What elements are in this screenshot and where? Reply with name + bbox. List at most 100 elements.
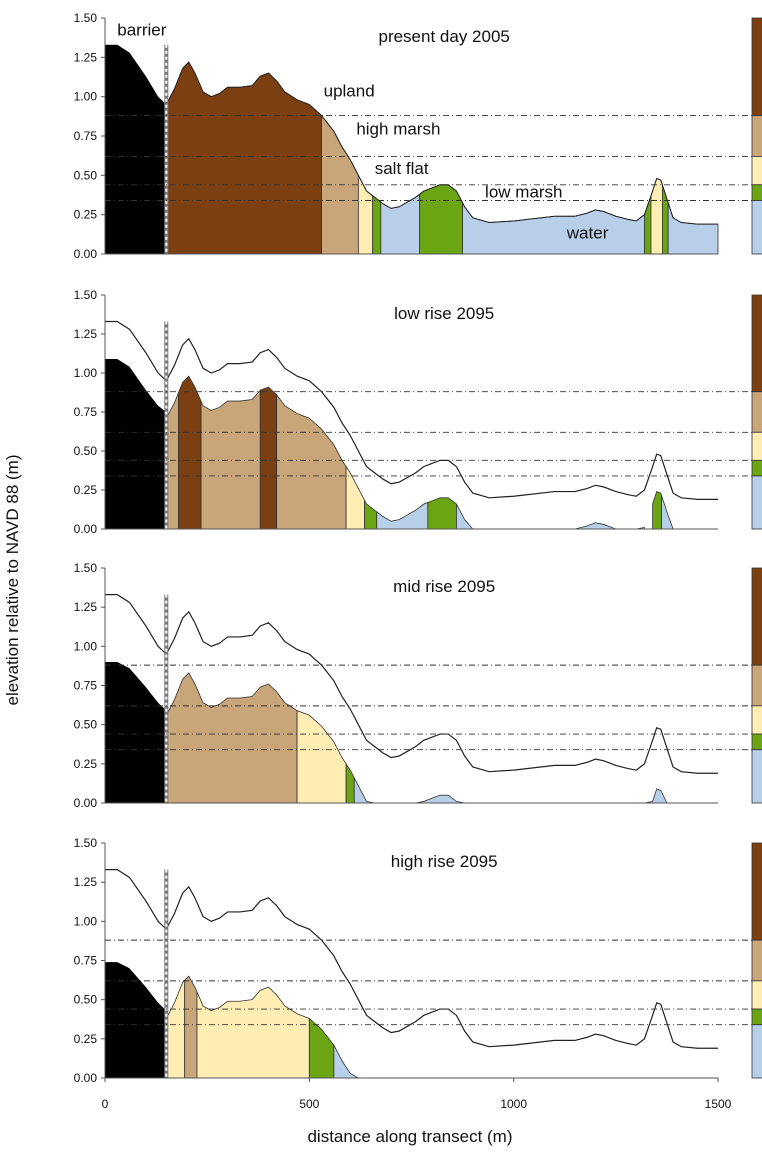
y-tick-label: 0.50	[74, 168, 98, 182]
panel-0: 0.00 0.25 0.50 0.75 1.00 1.25 1.50 present day …	[74, 11, 762, 261]
y-tick-label: 0.00	[74, 247, 98, 261]
legend-band-water	[751, 475, 762, 530]
y-tick-label: 1.25	[74, 875, 98, 889]
y-tick-label: 0.50	[74, 993, 98, 1007]
legend-band-water	[751, 200, 762, 255]
zone-water	[353, 777, 718, 804]
zone-upland	[178, 375, 202, 530]
zone-water	[661, 495, 718, 530]
x-tick-label: 1500	[705, 1097, 732, 1111]
y-tick-label: 1.25	[74, 327, 98, 341]
panel-title: low rise 2095	[394, 304, 494, 323]
zone-water	[380, 193, 421, 255]
zone-high-marsh	[165, 672, 298, 804]
zone-label: low marsh	[485, 182, 562, 201]
y-tick-label: 1.50	[74, 836, 98, 850]
zone-low-marsh	[372, 194, 382, 255]
y-tick-label: 0.75	[74, 679, 98, 693]
zone-water	[667, 202, 719, 255]
profile-line	[165, 61, 718, 225]
zone-salt-flat	[357, 175, 374, 255]
zone-label: upland	[324, 82, 375, 101]
zone-low-marsh	[419, 184, 463, 255]
legend-band-salt-flat	[751, 431, 762, 461]
y-tick-label: 0.00	[74, 1071, 98, 1085]
y-tick-label: 0.50	[74, 444, 98, 458]
y-tick-label: 0.75	[74, 405, 98, 419]
y-tick-label: 0.00	[74, 522, 98, 536]
legend-band-low-marsh	[751, 733, 762, 751]
zone-label: high marsh	[356, 119, 440, 138]
barrier-area	[105, 662, 167, 803]
y-axis-label: elevation relative to NAVD 88 (m)	[3, 454, 22, 705]
y-tick-label: 1.25	[74, 600, 98, 614]
y-tick-label: 0.25	[74, 483, 98, 497]
zone-low-marsh	[364, 499, 378, 530]
zone-salt-flat	[165, 979, 186, 1079]
zone-label: salt flat	[375, 159, 429, 178]
legend-band-water	[751, 749, 762, 804]
present-day-profile-line	[105, 320, 718, 500]
zone-high-marsh	[276, 393, 347, 530]
legend-band-low-marsh	[751, 459, 762, 477]
x-tick-label: 0	[102, 1097, 109, 1111]
y-tick-label: 0.25	[74, 757, 98, 771]
y-tick-label: 0.75	[74, 954, 98, 968]
zone-salt-flat	[196, 986, 310, 1079]
y-tick-label: 0.25	[74, 208, 98, 222]
y-tick-label: 1.50	[74, 11, 98, 25]
zone-water	[376, 501, 429, 530]
legend-band-high-marsh	[751, 939, 762, 982]
legend-band-high-marsh	[751, 664, 762, 707]
legend-band-upland	[751, 294, 762, 393]
panel-1: 0.00 0.25 0.50 0.75 1.00 1.25 1.50 low rise 209…	[74, 288, 762, 536]
y-tick-label: 0.25	[74, 1032, 98, 1046]
zone-high-marsh	[184, 975, 198, 1079]
y-tick-label: 1.25	[74, 50, 98, 64]
zone-water	[333, 1044, 718, 1079]
barrier-area	[105, 962, 167, 1078]
y-tick-label: 1.00	[74, 366, 98, 380]
legend-band-water	[751, 1024, 762, 1079]
legend-band-salt-flat	[751, 156, 762, 186]
panel-title: high rise 2095	[391, 852, 498, 871]
zone-label: barrier	[117, 20, 166, 39]
legend-band-salt-flat	[751, 705, 762, 735]
y-tick-label: 0.50	[74, 718, 98, 732]
zone-water	[462, 202, 645, 255]
zone-low-marsh	[652, 491, 663, 530]
legend-band-high-marsh	[751, 115, 762, 157]
legend-band-upland	[751, 567, 762, 666]
zone-salt-flat	[296, 709, 347, 804]
panel-3: 0.00 0.25 0.50 0.75 1.00 1.25 1.50 0 500 1000 1500…	[74, 836, 762, 1111]
y-tick-label: 1.00	[74, 639, 98, 653]
panel-2: 0.00 0.25 0.50 0.75 1.00 1.25 1.50 mid rise 209…	[74, 561, 762, 810]
y-tick-label: 0.75	[74, 129, 98, 143]
zone-high-marsh	[200, 389, 261, 530]
x-axis-label: distance along transect (m)	[307, 1127, 512, 1146]
legend-band-high-marsh	[751, 391, 762, 433]
present-day-profile-line	[105, 869, 718, 1049]
y-tick-label: 1.00	[74, 90, 98, 104]
barrier-area	[105, 358, 167, 529]
y-tick-label: 1.00	[74, 914, 98, 928]
panel-title: present day 2005	[378, 27, 509, 46]
y-tick-label: 1.50	[74, 288, 98, 302]
legend-band-upland	[751, 17, 762, 116]
zone-water	[456, 503, 645, 530]
zone-label: water	[566, 223, 609, 242]
y-tick-label: 0.00	[74, 796, 98, 810]
panels: 0.00 0.25 0.50 0.75 1.00 1.25 1.50 present day …	[74, 11, 762, 1111]
legend-band-low-marsh	[751, 1008, 762, 1026]
x-tick-label: 1000	[500, 1097, 527, 1111]
zone-low-marsh	[345, 762, 355, 804]
legend-band-upland	[751, 842, 762, 941]
zone-upland	[165, 61, 322, 255]
zone-upland	[259, 386, 278, 530]
y-tick-label: 1.50	[74, 561, 98, 575]
present-day-profile-line	[105, 594, 718, 774]
zone-low-marsh	[427, 497, 457, 530]
panel-title: mid rise 2095	[393, 577, 495, 596]
x-tick-label: 500	[299, 1097, 319, 1111]
